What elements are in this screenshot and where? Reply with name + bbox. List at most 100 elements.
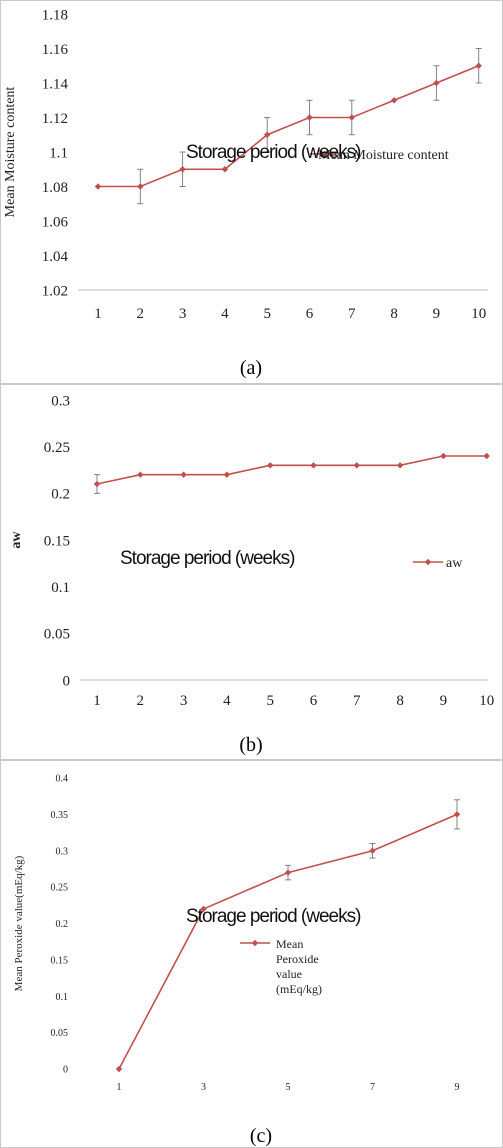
data-point: [306, 114, 313, 121]
x-tick-label: 3: [179, 306, 187, 322]
x-tick-label: 4: [223, 693, 231, 709]
legend-label: Peroxide: [276, 952, 319, 966]
x-tick-label: 4: [221, 306, 229, 322]
data-point: [115, 1065, 123, 1073]
x-tick-label: 2: [137, 306, 145, 322]
y-tick-label: 1.18: [42, 7, 68, 23]
y-tick-label: 0.25: [44, 440, 70, 456]
x-tick-label: 9: [433, 306, 441, 322]
x-axis-label: Storage period (weeks): [186, 906, 361, 927]
data-point: [180, 471, 187, 478]
x-tick-label: 10: [479, 693, 494, 709]
chart-panel-a: 1.02 1.04 1.06 1.08 1.1 1.12 1.14 1.16 1.18 1 2 3 4 5…: [0, 0, 503, 384]
y-tick-label: 1.06: [42, 214, 69, 230]
y-tick-label: 0.05: [44, 627, 70, 643]
x-tick-label: 10: [471, 306, 486, 322]
data-point: [221, 166, 229, 173]
y-tick-label: 0.05: [51, 1028, 69, 1039]
x-tick-label: 9: [455, 1082, 460, 1093]
x-tick-label: 6: [306, 306, 314, 322]
series-line: [96, 455, 487, 485]
x-axis-label: Storage period (weeks): [186, 142, 361, 163]
x-tick-label: 6: [310, 693, 318, 709]
x-tick-label: 2: [137, 693, 145, 709]
data-point: [264, 131, 271, 138]
y-tick-label: 1.12: [42, 111, 68, 127]
y-tick-label: 0: [63, 1065, 68, 1076]
legend-label: aw: [446, 556, 463, 571]
y-tick-label: 1.02: [42, 283, 68, 299]
y-tick-label: 1.08: [42, 180, 68, 196]
x-tick-label: 7: [353, 693, 361, 709]
y-tick-label: 0.25: [51, 883, 69, 894]
x-tick-label: 5: [286, 1082, 291, 1093]
x-tick-label: 5: [263, 306, 271, 322]
y-tick-label: 1.04: [42, 249, 69, 265]
data-point: [390, 97, 398, 104]
y-axis-label: Mean Peroxide value(mEq/kg): [13, 855, 25, 991]
y-tick-label: 0.2: [51, 487, 70, 503]
x-tick-label: 5: [266, 693, 274, 709]
x-tick-label: 1: [117, 1082, 122, 1093]
data-point: [137, 183, 144, 190]
legend-swatch-marker: [251, 939, 259, 947]
y-tick-label: 1.1: [49, 145, 68, 161]
chart-panel-b: 0 0.05 0.1 0.15 0.2 0.25 0.3 1 2 3 4 5 6 7 8 9 10 aw aw Sto…: [0, 384, 503, 760]
x-tick-label: 3: [201, 1082, 206, 1093]
data-point: [348, 114, 355, 121]
series-line: [98, 65, 480, 188]
legend-swatch-marker: [424, 558, 432, 566]
y-tick-label: 0.15: [51, 955, 69, 966]
legend-label: Mean Moisture content: [318, 148, 449, 163]
x-tick-label: 1: [93, 693, 101, 709]
data-point: [93, 480, 101, 488]
y-tick-label: 0.3: [51, 393, 70, 409]
moisture-chart: 1.02 1.04 1.06 1.08 1.1 1.12 1.14 1.16 1.18 1 2 3 4 5…: [3, 7, 488, 379]
data-point: [483, 452, 490, 460]
panel-label: (b): [239, 734, 262, 756]
y-tick-label: 0.4: [56, 774, 69, 785]
y-tick-label: 1.16: [42, 42, 69, 58]
data-point: [453, 811, 461, 818]
water-activity-chart: 0 0.05 0.1 0.15 0.2 0.25 0.3 1 2 3 4 5 6 7 8 9 10 aw aw Sto…: [9, 393, 494, 756]
data-point: [284, 869, 292, 876]
y-tick-label: 0.1: [56, 992, 69, 1003]
data-point: [353, 462, 360, 469]
y-tick-label: 0.15: [44, 533, 70, 549]
data-point: [433, 79, 440, 87]
x-tick-label: 1: [94, 306, 102, 322]
y-tick-label: 0.3: [56, 846, 69, 857]
y-axis-label: aw: [9, 531, 24, 549]
data-point: [396, 462, 404, 469]
data-point: [94, 183, 102, 190]
y-tick-label: 0.2: [56, 919, 69, 930]
data-point: [137, 471, 144, 478]
legend-label: Mean: [276, 937, 303, 951]
legend-swatch-marker: [321, 150, 329, 158]
x-tick-label: 9: [440, 693, 448, 709]
data-point: [475, 62, 482, 69]
chart-panel-c: 0 0.05 0.1 0.15 0.2 0.25 0.3 0.35 0.4 1 3 5 7 9 Mean P…: [0, 760, 503, 1148]
data-point: [223, 471, 231, 478]
y-tick-label: 0.1: [51, 580, 70, 596]
x-tick-label: 8: [390, 306, 398, 322]
legend-label: value: [276, 967, 302, 981]
x-tick-label: 7: [370, 1082, 375, 1093]
data-point: [267, 462, 274, 469]
peroxide-chart: 0 0.05 0.1 0.15 0.2 0.25 0.3 0.35 0.4 1 3 5 7 9 Mean P…: [13, 774, 461, 1147]
data-point: [310, 462, 317, 469]
legend-label: (mEq/kg): [276, 982, 322, 996]
y-axis-label: Mean Moisture content: [3, 87, 18, 218]
data-point: [179, 166, 186, 173]
data-point: [440, 452, 447, 460]
y-tick-label: 0: [63, 673, 71, 689]
x-axis-label: Storage period (weeks): [120, 548, 295, 569]
x-tick-label: 7: [348, 306, 356, 322]
x-tick-label: 8: [396, 693, 404, 709]
y-tick-label: 0.35: [51, 810, 69, 821]
y-tick-label: 1.14: [42, 76, 69, 92]
panel-label: (a): [240, 357, 262, 379]
x-tick-label: 3: [180, 693, 188, 709]
panel-label: (c): [250, 1125, 272, 1147]
data-point: [369, 847, 376, 854]
